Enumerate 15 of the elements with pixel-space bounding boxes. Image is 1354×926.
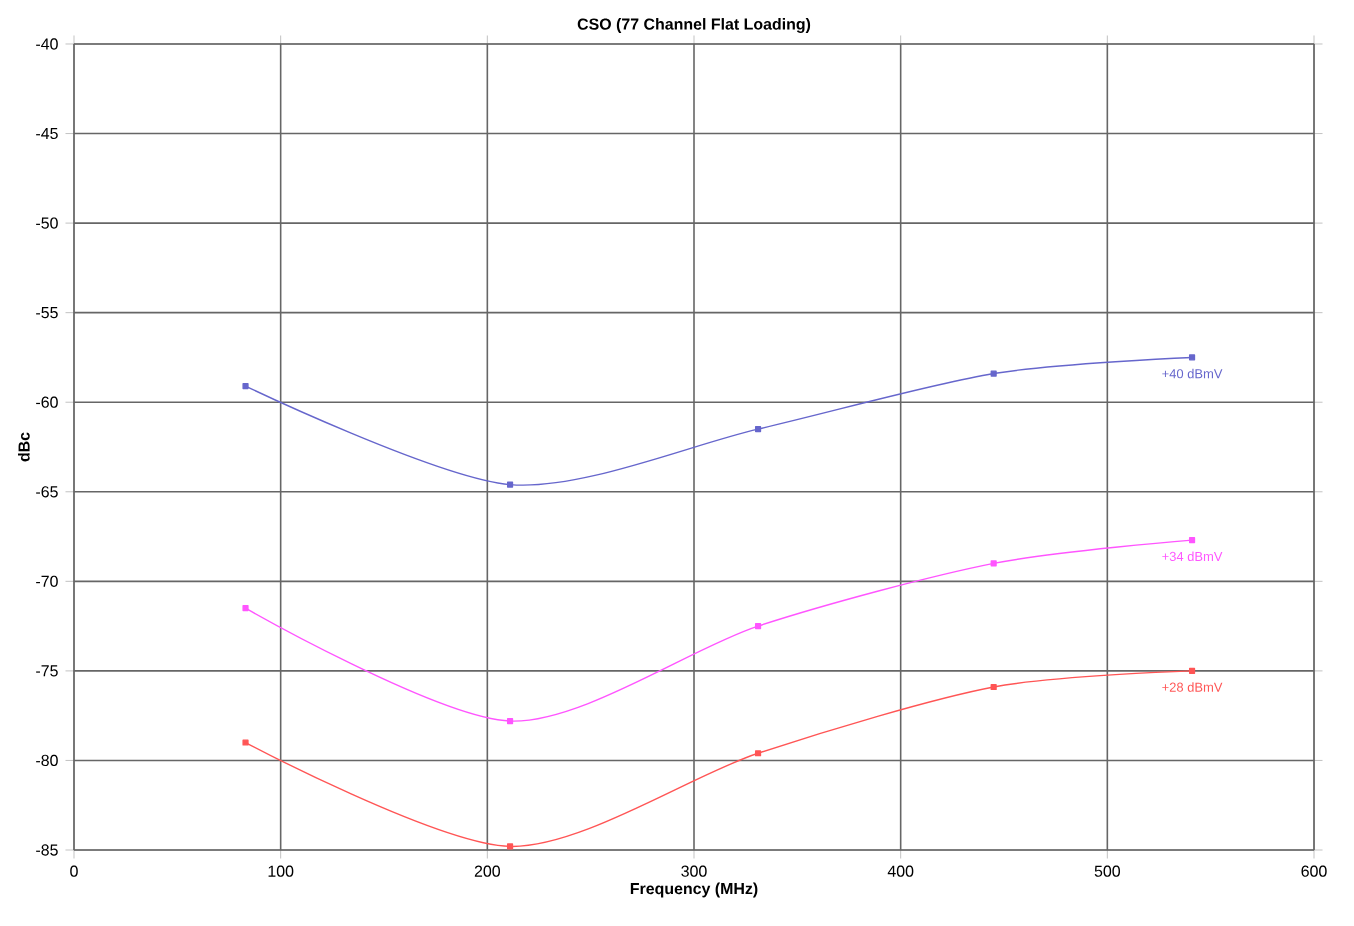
point	[990, 683, 997, 691]
point	[1188, 667, 1196, 674]
point	[1188, 537, 1196, 544]
point	[754, 426, 762, 433]
point	[990, 560, 997, 567]
point	[242, 383, 249, 390]
point	[990, 370, 997, 377]
point	[506, 843, 514, 850]
point	[1188, 354, 1196, 361]
point	[242, 605, 249, 612]
point	[506, 717, 514, 725]
point	[242, 739, 249, 746]
point	[754, 750, 762, 757]
point	[754, 623, 762, 630]
point	[506, 481, 514, 488]
